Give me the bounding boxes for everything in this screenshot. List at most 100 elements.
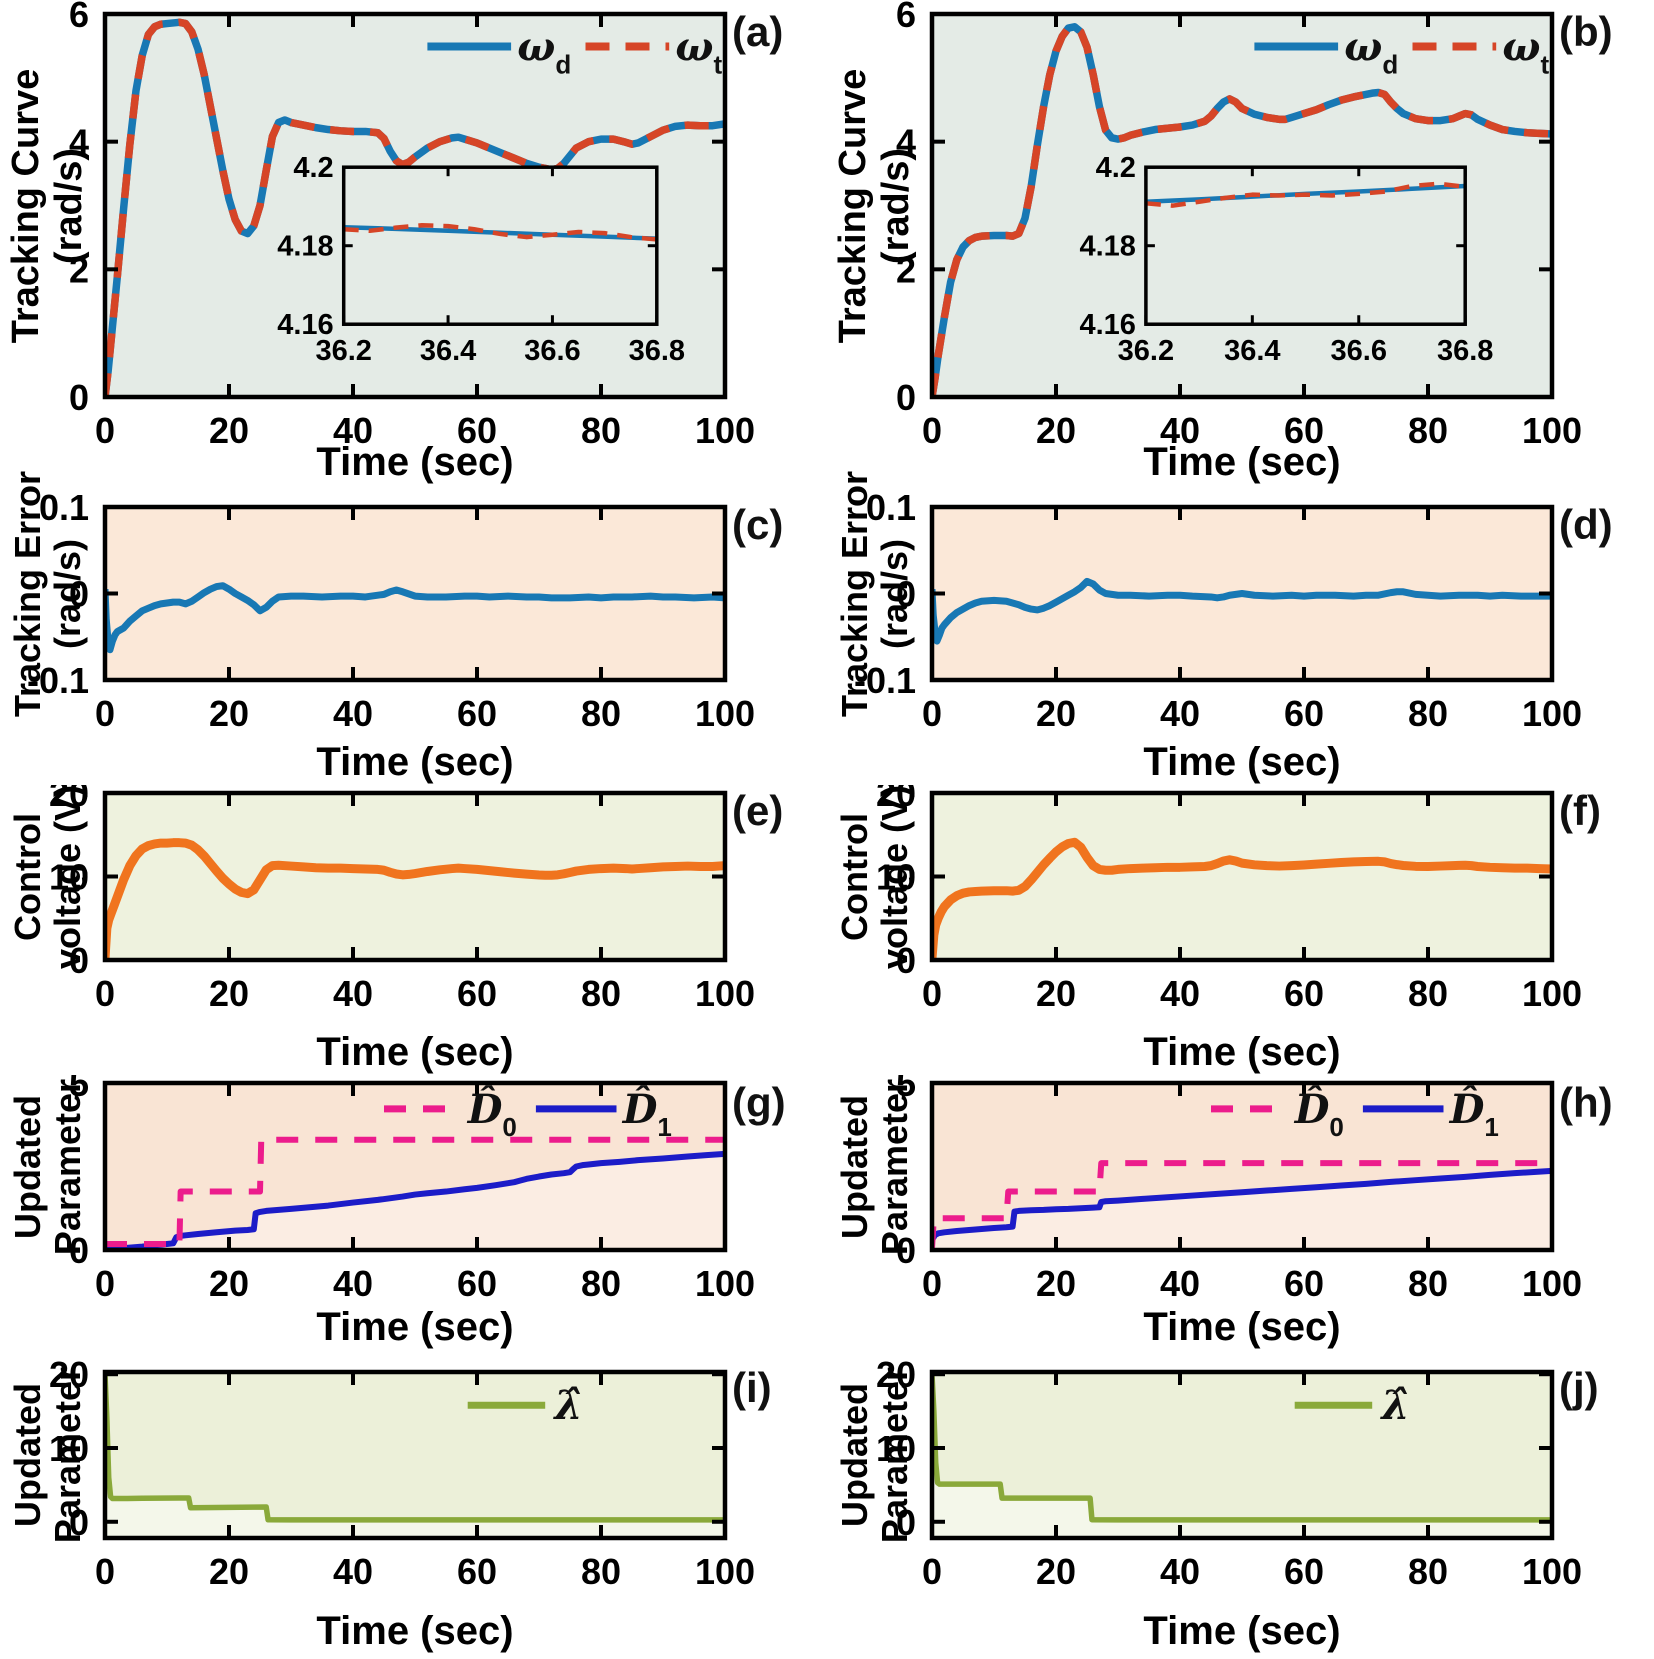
svg-text:40: 40 [333, 1551, 373, 1592]
svg-text:60: 60 [457, 1263, 497, 1304]
panel-letter-e: (e) [732, 787, 784, 834]
svg-text:100: 100 [695, 1263, 755, 1304]
svg-text:-0.1: -0.1 [27, 660, 89, 701]
svg-text:36.6: 36.6 [1331, 335, 1387, 367]
svg-text:ωd: ωd [517, 24, 571, 80]
svg-text:80: 80 [1408, 693, 1448, 734]
svg-text:0: 0 [896, 1502, 916, 1543]
svg-text:10: 10 [876, 1428, 916, 1469]
svg-text:100: 100 [695, 410, 755, 451]
svg-text:Time (sec): Time (sec) [316, 440, 513, 484]
svg-text:100: 100 [1522, 693, 1582, 734]
svg-text:100: 100 [1522, 410, 1582, 451]
svg-text:0: 0 [95, 410, 115, 451]
svg-text:2: 2 [69, 249, 89, 290]
panel-j: Updated Parameter 0 20 40 60 80 100 0 10 20 Time … [827, 1350, 1654, 1654]
plot-area-d: 0 20 40 60 80 100 -0.1 0 0.1 Time (sec) [827, 485, 1654, 785]
svg-text:36.8: 36.8 [1437, 335, 1493, 367]
plot-area-f: 0 20 40 60 80 100 0 10 20 Time (sec) [827, 773, 1654, 1075]
panel-i: Updated Parameter 0 20 40 60 80 100 0 10 20 Time … [0, 1350, 827, 1654]
svg-text:20: 20 [1036, 1263, 1076, 1304]
svg-text:4.2: 4.2 [293, 152, 333, 184]
svg-text:4.16: 4.16 [277, 309, 333, 341]
plot-area-g: 0 20 40 60 80 100 0 5 Time (sec) D̂0 D̂1 [0, 1063, 827, 1350]
svg-text:60: 60 [1284, 973, 1324, 1014]
svg-text:0: 0 [69, 574, 89, 615]
svg-text:80: 80 [581, 1551, 621, 1592]
svg-text:40: 40 [1160, 693, 1200, 734]
panel-letter-g: (g) [732, 1079, 786, 1126]
svg-text:100: 100 [695, 1551, 755, 1592]
panel-letter-d: (d) [1559, 501, 1613, 548]
svg-text:20: 20 [1036, 693, 1076, 734]
panel-h: Updated Parameter 0 20 40 60 80 100 0 5 Time (se… [827, 1063, 1654, 1350]
svg-text:60: 60 [1284, 1263, 1324, 1304]
svg-text:60: 60 [457, 410, 497, 451]
svg-text:Time (sec): Time (sec) [1143, 1305, 1340, 1349]
svg-text:Time (sec): Time (sec) [1143, 440, 1340, 484]
svg-text:D̂1: D̂1 [622, 1086, 672, 1142]
svg-text:D̂1: D̂1 [1449, 1086, 1499, 1142]
panel-f: Control voltage (V) 0 20 40 60 80 100 0 10 20 Tim… [827, 773, 1654, 1075]
svg-text:6: 6 [69, 0, 89, 35]
svg-text:4.18: 4.18 [277, 231, 333, 263]
svg-text:20: 20 [209, 973, 249, 1014]
svg-text:0: 0 [922, 693, 942, 734]
svg-text:4.16: 4.16 [1079, 309, 1135, 341]
svg-text:0.1: 0.1 [39, 487, 89, 528]
plot-area-c: 0 20 40 60 80 100 -0.1 0 0.1 Time (sec) [0, 485, 827, 785]
svg-text:20: 20 [209, 693, 249, 734]
svg-text:40: 40 [333, 693, 373, 734]
svg-text:4.18: 4.18 [1079, 231, 1135, 263]
svg-text:0: 0 [922, 973, 942, 1014]
svg-text:Time (sec): Time (sec) [1143, 1030, 1340, 1074]
svg-text:20: 20 [49, 785, 89, 814]
svg-text:0: 0 [95, 693, 115, 734]
svg-text:4: 4 [69, 122, 89, 163]
svg-text:0: 0 [69, 1230, 89, 1271]
svg-text:Time (sec): Time (sec) [316, 1030, 513, 1074]
svg-text:60: 60 [1284, 1551, 1324, 1592]
panel-letter-i: (i) [732, 1364, 772, 1411]
svg-text:0: 0 [95, 1551, 115, 1592]
svg-text:6: 6 [896, 0, 916, 35]
panel-letter-h: (h) [1559, 1079, 1613, 1126]
svg-text:2: 2 [896, 249, 916, 290]
svg-text:10: 10 [49, 1428, 89, 1469]
svg-text:5: 5 [69, 1075, 89, 1104]
svg-text:λ̂: λ̂ [1380, 1382, 1410, 1429]
svg-text:60: 60 [457, 693, 497, 734]
svg-text:0: 0 [896, 574, 916, 615]
svg-text:Time (sec): Time (sec) [316, 1305, 513, 1349]
svg-text:Time (sec): Time (sec) [1143, 1609, 1340, 1653]
svg-text:36.2: 36.2 [1118, 335, 1174, 367]
svg-text:100: 100 [695, 973, 755, 1014]
plot-area-e: 0 20 40 60 80 100 0 10 20 Time (sec) [0, 773, 827, 1075]
svg-text:Time (sec): Time (sec) [316, 1609, 513, 1653]
svg-text:60: 60 [1284, 693, 1324, 734]
svg-text:80: 80 [1408, 410, 1448, 451]
svg-text:0: 0 [922, 410, 942, 451]
svg-text:4.2: 4.2 [1096, 152, 1136, 184]
svg-text:20: 20 [209, 1551, 249, 1592]
svg-text:100: 100 [1522, 1551, 1582, 1592]
svg-text:D̂0: D̂0 [1294, 1086, 1344, 1142]
panel-c: Tracking Error (rad/s) 0 20 40 60 80 100 -0.1 0… [0, 471, 827, 785]
svg-text:80: 80 [1408, 1551, 1448, 1592]
svg-text:20: 20 [49, 1354, 89, 1395]
svg-text:60: 60 [457, 1551, 497, 1592]
plot-area-i: 0 20 40 60 80 100 0 10 20 Time (sec) λ̂ [0, 1350, 827, 1654]
svg-text:40: 40 [1160, 973, 1200, 1014]
panel-letter-f: (f) [1559, 787, 1601, 834]
svg-text:36.4: 36.4 [1224, 335, 1280, 367]
plot-area-h: 0 20 40 60 80 100 0 5 Time (sec) D̂0 D̂1 [827, 1063, 1654, 1350]
panel-b: Tracking Curve (rad/s) 0 20 40 60 80 100 0 2 4 6 T… [827, 0, 1654, 485]
svg-text:-0.1: -0.1 [854, 660, 916, 701]
svg-text:0: 0 [922, 1551, 942, 1592]
svg-text:36.4: 36.4 [420, 335, 476, 367]
svg-text:0: 0 [69, 377, 89, 418]
svg-text:20: 20 [209, 1263, 249, 1304]
svg-text:20: 20 [209, 410, 249, 451]
svg-text:0: 0 [69, 940, 89, 981]
svg-text:5: 5 [896, 1075, 916, 1104]
